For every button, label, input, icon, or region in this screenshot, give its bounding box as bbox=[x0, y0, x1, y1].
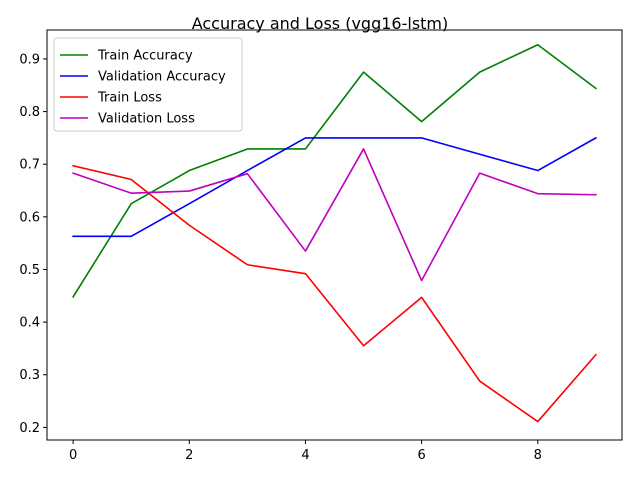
x-axis: 0 2 4 6 8 bbox=[69, 440, 542, 463]
y-tick-label: 0.8 bbox=[19, 105, 40, 120]
y-tick-label: 0.2 bbox=[19, 421, 40, 436]
plot-area bbox=[72, 43, 597, 423]
y-tick-label: 0.5 bbox=[19, 263, 40, 278]
legend-box bbox=[53, 37, 243, 132]
series-line-3 bbox=[72, 148, 597, 282]
legend: Train Accuracy Validation Accuracy Train L… bbox=[53, 37, 243, 132]
y-axis: 0.2 0.3 0.4 0.5 0.6 0.7 0.8 0.9 bbox=[19, 52, 47, 436]
x-tick-label: 8 bbox=[534, 448, 542, 463]
x-tick-label: 4 bbox=[301, 448, 309, 463]
y-tick-label: 0.7 bbox=[19, 158, 40, 173]
axes-frame bbox=[46, 29, 623, 441]
x-tick-label: 0 bbox=[69, 448, 77, 463]
y-tick-label: 0.4 bbox=[19, 316, 40, 331]
legend-label-2: Train Loss bbox=[97, 91, 162, 106]
y-tick-label: 0.6 bbox=[19, 210, 40, 225]
y-tick-label: 0.9 bbox=[19, 52, 40, 67]
legend-label-0: Train Accuracy bbox=[97, 49, 193, 64]
x-tick-label: 2 bbox=[185, 448, 193, 463]
legend-label-3: Validation Loss bbox=[98, 112, 195, 127]
series-line-1 bbox=[72, 136, 597, 238]
x-tick-label: 6 bbox=[417, 448, 425, 463]
series-line-2 bbox=[72, 164, 597, 423]
legend-label-1: Validation Accuracy bbox=[98, 70, 226, 85]
chart-title: Accuracy and Loss (vgg16-lstm) bbox=[192, 14, 449, 33]
series-line-0 bbox=[72, 43, 597, 298]
y-tick-label: 0.3 bbox=[19, 368, 40, 383]
